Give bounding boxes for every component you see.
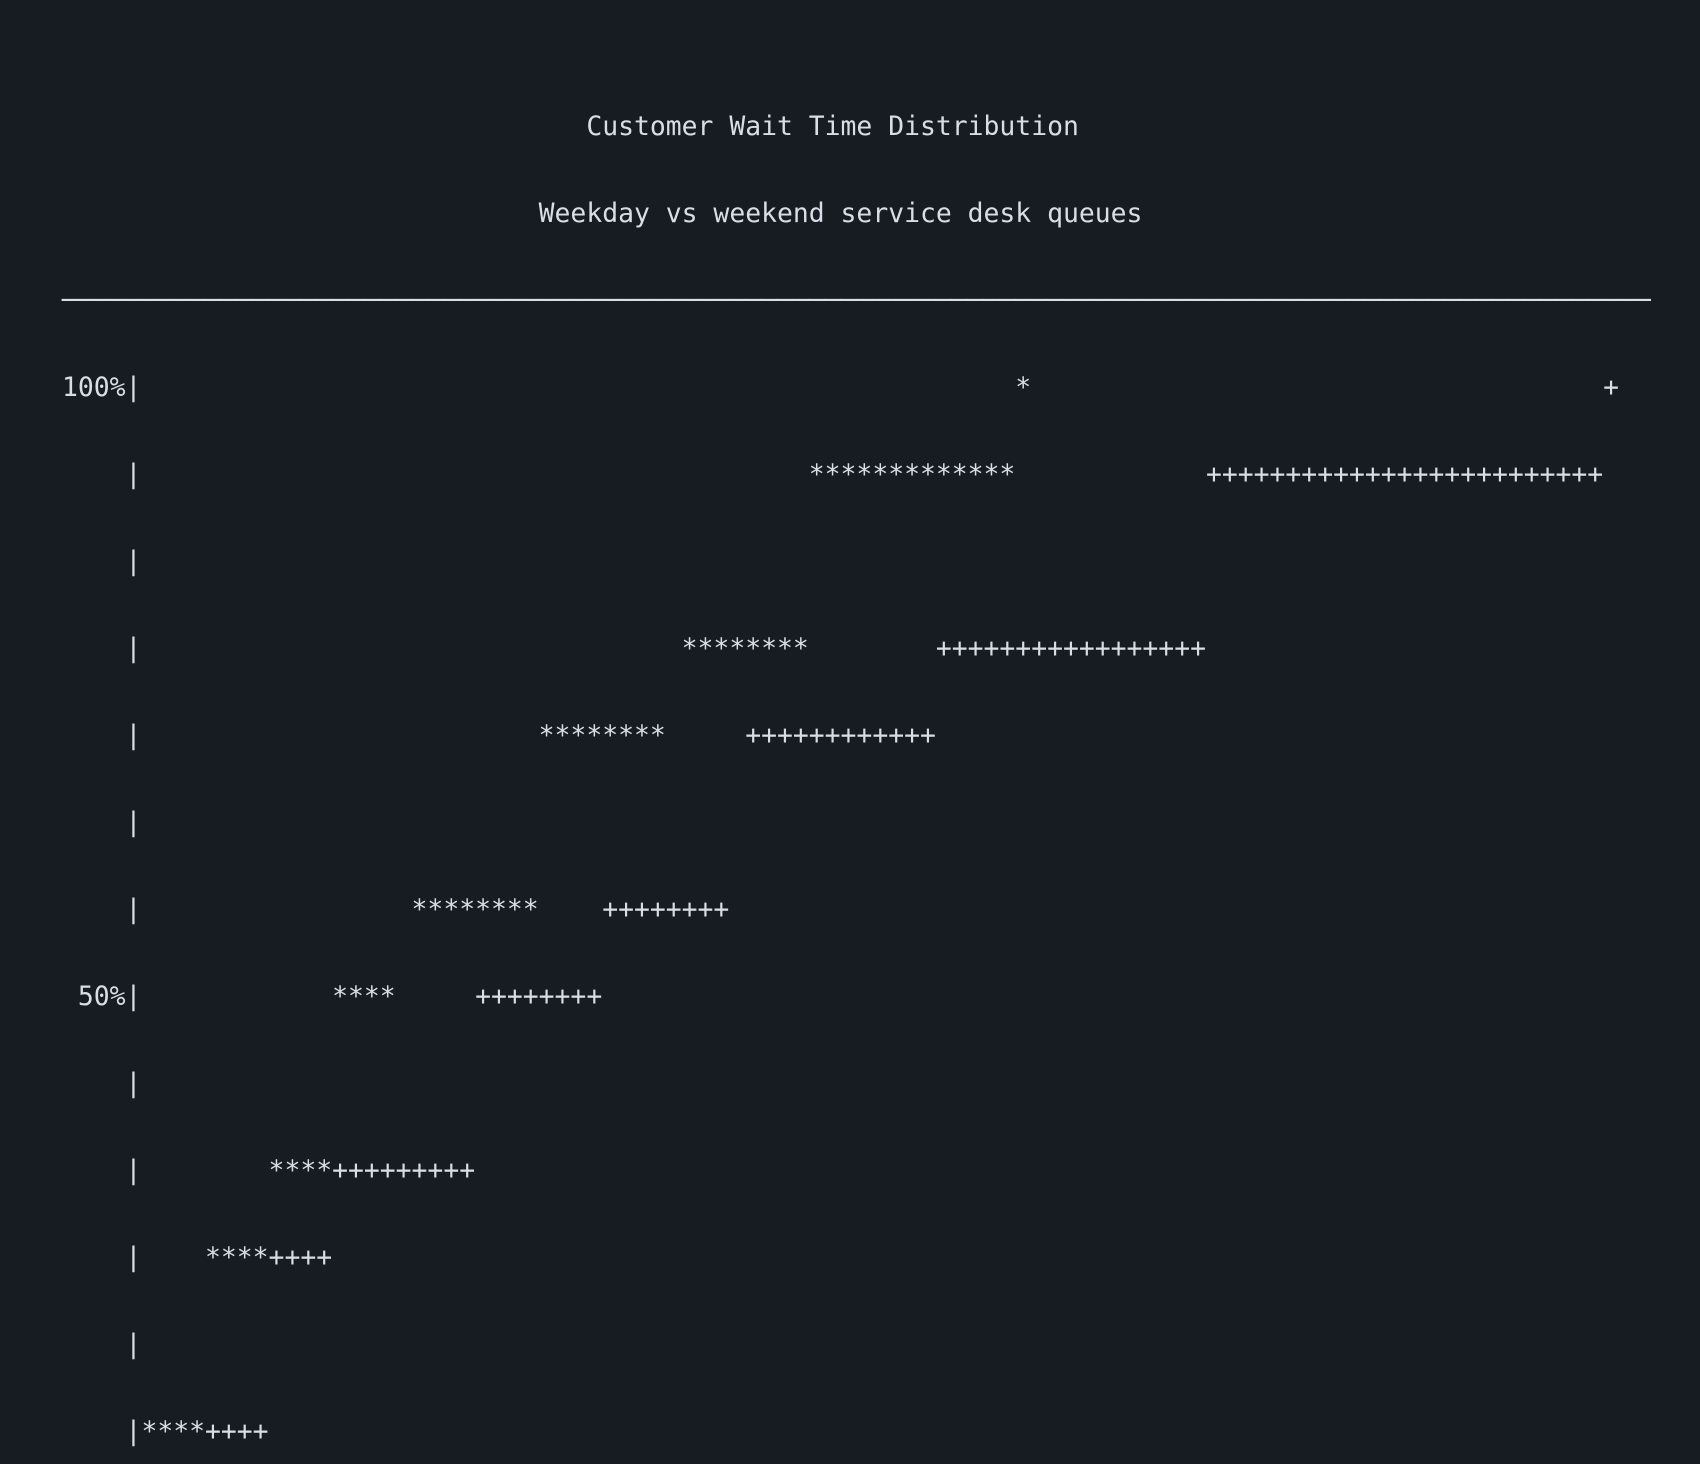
chart-subtitle-line: Weekday vs weekend service desk queues bbox=[62, 198, 1143, 229]
chart-top-border: ────────────────────────────────────────… bbox=[62, 285, 1651, 316]
plot-row-29pct: | ****++++ bbox=[62, 1242, 333, 1273]
plot-row-93pct: | ************* ++++++++++++++++++++++++… bbox=[62, 459, 1604, 490]
plot-row-36pct: | ****+++++++++ bbox=[62, 1155, 476, 1186]
plot-row-79pct: | ******** +++++++++++++++++ bbox=[62, 633, 1206, 664]
plot-row-43pct: | bbox=[62, 1068, 142, 1099]
chart-title-line: Customer Wait Time Distribution bbox=[62, 111, 1079, 142]
plot-row-14pct: |****++++ bbox=[62, 1416, 269, 1447]
plot-row-86pct: | bbox=[62, 546, 142, 577]
terminal-screen: Customer Wait Time Distribution Weekday … bbox=[62, 112, 1651, 1446]
plot-row-64pct: | bbox=[62, 807, 142, 838]
plot-row-21pct: | bbox=[62, 1329, 142, 1360]
plot-row-100pct: 100%| * + bbox=[62, 372, 1620, 403]
ascii-chart: Customer Wait Time Distribution Weekday … bbox=[62, 54, 1651, 1464]
plot-row-50pct: 50%| **** ++++++++ bbox=[62, 981, 603, 1012]
plot-row-57pct: | ******** ++++++++ bbox=[62, 894, 730, 925]
plot-row-71pct: | ******** ++++++++++++ bbox=[62, 720, 936, 751]
